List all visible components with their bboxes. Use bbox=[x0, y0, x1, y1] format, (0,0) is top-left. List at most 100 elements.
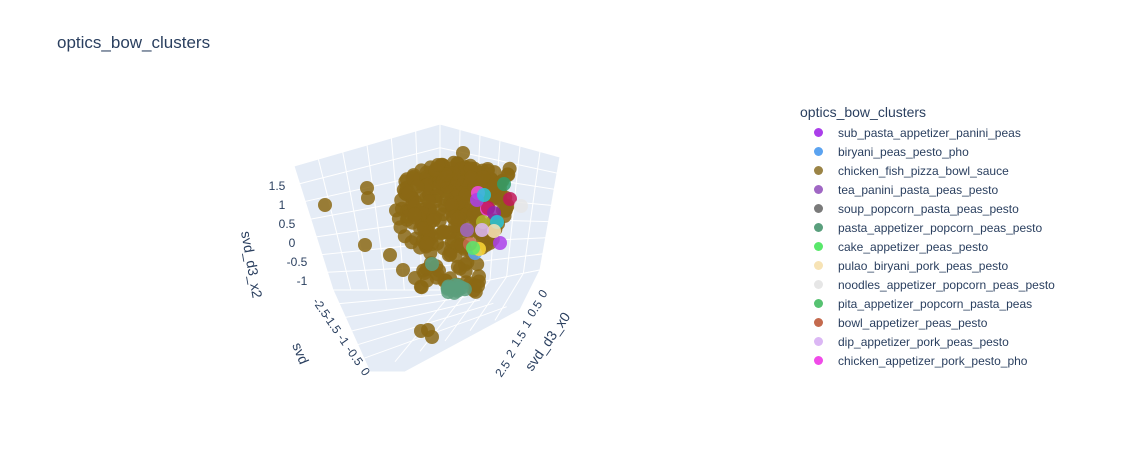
legend-label: tea_panini_pasta_peas_pesto bbox=[838, 182, 999, 197]
data-point bbox=[422, 194, 436, 209]
data-point bbox=[466, 241, 480, 255]
grid-line bbox=[522, 151, 541, 274]
data-point bbox=[441, 248, 456, 263]
tick-label: 0 bbox=[535, 287, 550, 301]
legend-marker bbox=[814, 223, 823, 232]
data-point bbox=[407, 207, 422, 222]
data-point bbox=[444, 198, 459, 213]
legend-item[interactable]: biryani_peas_pesto_pho bbox=[800, 142, 1055, 161]
legend-label: biryani_peas_pesto_pho bbox=[838, 144, 969, 159]
legend-title: optics_bow_clusters bbox=[800, 104, 927, 120]
data-point bbox=[450, 212, 465, 227]
legend-label: cake_appetizer_peas_pesto bbox=[838, 239, 989, 254]
data-point bbox=[431, 158, 445, 172]
data-point bbox=[450, 259, 465, 274]
tick-label: -0.5 bbox=[287, 255, 308, 269]
data-point bbox=[434, 226, 449, 241]
data-point bbox=[497, 177, 511, 191]
data-point bbox=[401, 185, 416, 200]
legend-label: bowl_appetizer_peas_pesto bbox=[838, 315, 988, 330]
legend-item[interactable]: chicken_fish_pizza_bowl_sauce bbox=[800, 161, 1055, 180]
data-point bbox=[397, 229, 412, 244]
legend-item[interactable]: pasta_appetizer_popcorn_peas_pesto bbox=[800, 218, 1055, 237]
legend-marker bbox=[814, 204, 823, 213]
z-axis-label: svd_d3_x2 bbox=[238, 230, 266, 300]
grid-line bbox=[342, 151, 370, 291]
tick-label: -1 bbox=[297, 274, 308, 288]
tick-label: 2 bbox=[503, 347, 518, 361]
data-points bbox=[318, 146, 528, 344]
legend-label: chicken_appetizer_pork_pesto_pho bbox=[838, 353, 1028, 368]
data-point bbox=[477, 188, 491, 202]
legend-item[interactable]: pita_appetizer_popcorn_pasta_peas bbox=[800, 294, 1055, 313]
legend-item[interactable]: tea_panini_pasta_peas_pesto bbox=[800, 180, 1055, 199]
data-point bbox=[493, 236, 507, 250]
legend: optics_bow_clusters sub_pasta_appetizer_… bbox=[800, 104, 1055, 370]
legend-item[interactable]: soup_popcorn_pasta_peas_pesto bbox=[800, 199, 1055, 218]
data-point bbox=[458, 188, 473, 203]
data-point bbox=[503, 192, 517, 206]
data-point bbox=[456, 146, 470, 160]
legend-marker bbox=[814, 128, 823, 137]
legend-item[interactable]: cake_appetizer_peas_pesto bbox=[800, 237, 1055, 256]
tick-label: 1 bbox=[519, 317, 534, 331]
data-point bbox=[383, 248, 397, 262]
y-axis-label: svd bbox=[289, 340, 312, 366]
legend-marker bbox=[814, 261, 823, 270]
grid-line bbox=[494, 273, 524, 321]
legend-label: chicken_fish_pizza_bowl_sauce bbox=[838, 163, 1009, 178]
data-point bbox=[487, 224, 501, 238]
grid-line bbox=[317, 158, 352, 291]
grid-line bbox=[506, 145, 521, 277]
data-point bbox=[514, 199, 528, 213]
legend-marker bbox=[814, 356, 823, 365]
data-point bbox=[464, 170, 479, 185]
tick-label: 0.5 bbox=[279, 217, 296, 231]
data-point bbox=[419, 236, 434, 251]
data-point bbox=[448, 278, 463, 293]
legend-marker bbox=[814, 337, 823, 346]
legend-marker bbox=[814, 242, 823, 251]
legend-marker bbox=[814, 185, 823, 194]
data-point bbox=[421, 323, 435, 337]
tick-label: 0 bbox=[358, 365, 373, 379]
data-point bbox=[396, 263, 410, 277]
data-point bbox=[318, 198, 332, 212]
data-point bbox=[471, 279, 485, 293]
legend-item[interactable]: sub_pasta_appetizer_panini_peas bbox=[800, 123, 1055, 142]
data-point bbox=[439, 167, 453, 182]
grid-line bbox=[345, 296, 467, 318]
legend-label: noodles_appetizer_popcorn_peas_pesto bbox=[838, 277, 1055, 292]
legend-marker bbox=[814, 147, 823, 156]
grid-line bbox=[339, 292, 454, 305]
tick-label: 0 bbox=[289, 236, 296, 250]
legend-label: soup_popcorn_pasta_peas_pesto bbox=[838, 201, 1019, 216]
legend-label: sub_pasta_appetizer_panini_peas bbox=[838, 125, 1021, 140]
legend-marker bbox=[814, 280, 823, 289]
data-point bbox=[425, 257, 439, 271]
x-axis-label: svd_d3_x0 bbox=[521, 309, 573, 374]
legend-marker bbox=[814, 299, 823, 308]
tick-label: 1 bbox=[279, 198, 286, 212]
data-point bbox=[460, 223, 474, 237]
tick-label: 1.5 bbox=[269, 179, 286, 193]
legend-marker bbox=[814, 166, 823, 175]
data-point bbox=[361, 191, 375, 205]
legend-item[interactable]: bowl_appetizer_peas_pesto bbox=[800, 313, 1055, 332]
data-point bbox=[482, 236, 497, 251]
grid-line bbox=[351, 299, 481, 332]
grid-line bbox=[366, 144, 387, 291]
data-point bbox=[475, 223, 489, 237]
legend-item[interactable]: noodles_appetizer_popcorn_peas_pesto bbox=[800, 275, 1055, 294]
legend-item[interactable]: pulao_biryani_pork_peas_pesto bbox=[800, 256, 1055, 275]
legend-label: pulao_biryani_pork_peas_pesto bbox=[838, 258, 1009, 273]
legend-label: pita_appetizer_popcorn_pasta_peas bbox=[838, 296, 1033, 311]
legend-item[interactable]: chicken_appetizer_pork_pesto_pho bbox=[800, 351, 1055, 370]
chart-title: optics_bow_clusters bbox=[57, 33, 211, 52]
data-point bbox=[358, 238, 372, 252]
data-point bbox=[389, 203, 403, 218]
tick-label: 1.5 bbox=[508, 328, 529, 350]
tick-label: 0.5 bbox=[524, 298, 545, 320]
legend-item[interactable]: dip_appetizer_pork_peas_pesto bbox=[800, 332, 1055, 351]
scatter-3d-scene[interactable]: 1.510.50-0.5-1-2.5-1.5-1-0.5000.511.522.… bbox=[0, 0, 760, 450]
